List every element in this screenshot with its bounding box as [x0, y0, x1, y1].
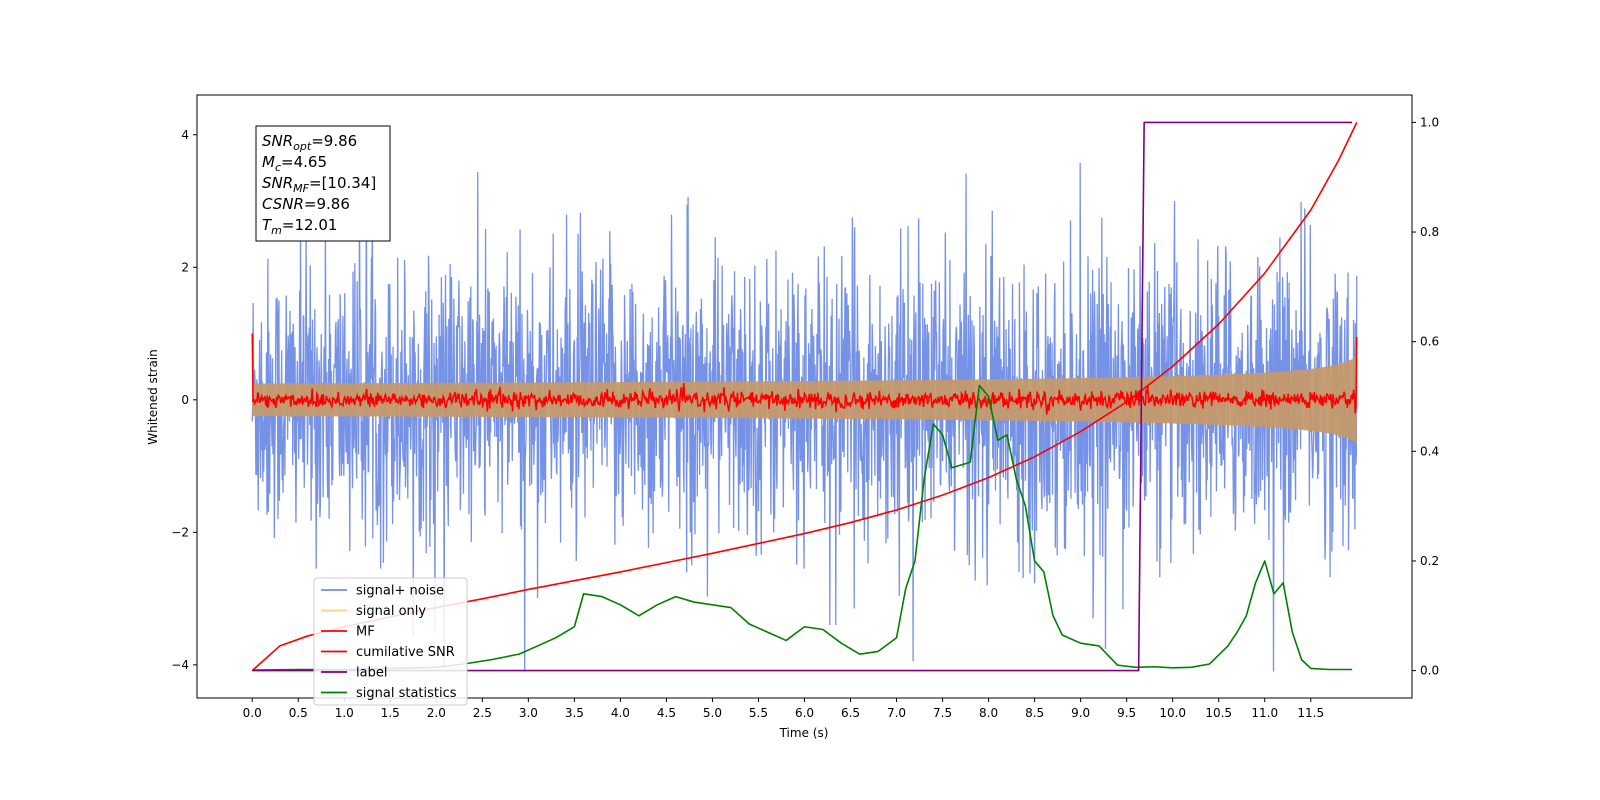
x-tick-label: 6.0: [795, 706, 814, 720]
x-tick-label: 11.0: [1251, 706, 1278, 720]
x-tick-label: 8.5: [1025, 706, 1044, 720]
y-axis-right: 0.0 0.2 0.4 0.6 0.8 1.0: [1412, 115, 1439, 678]
x-tick-label: 2.0: [427, 706, 446, 720]
x-tick-label: 10.5: [1205, 706, 1232, 720]
x-axis: 0.0 0.5 1.0 1.5 2.0 2.5 3.0 3.5 4.0 4.5 5.0 5.5 6.0 6…: [243, 698, 1324, 720]
annotation-line: Tm=12.01: [262, 216, 337, 237]
y-right-tick-label: 0.6: [1420, 335, 1439, 349]
y-left-tick-label: −2: [171, 525, 189, 539]
series-mf: [251, 333, 1358, 415]
y-right-tick-label: 1.0: [1420, 115, 1439, 129]
y-right-tick-label: 0.2: [1420, 554, 1439, 568]
annotation-frame: [255, 125, 391, 242]
x-tick-label: 3.0: [519, 706, 538, 720]
x-tick-label: 11.5: [1297, 706, 1324, 720]
legend-frame: [313, 577, 468, 706]
x-tick-label: 1.5: [381, 706, 400, 720]
y-right-tick-label: 0.0: [1420, 664, 1439, 678]
x-tick-label: 4.5: [657, 706, 676, 720]
series-signal-statistics: [252, 384, 1353, 671]
x-tick-label: 5.0: [703, 706, 722, 720]
y-right-tick-label: 0.4: [1420, 444, 1439, 458]
x-tick-label: 4.0: [611, 706, 630, 720]
y-left-tick-label: 0: [181, 393, 189, 407]
annotation-line: SNRMF=[10.34]: [262, 174, 376, 195]
legend-label: label: [356, 666, 387, 681]
legend-label: signal statistics: [356, 686, 457, 701]
y-left-tick-label: 4: [181, 128, 189, 142]
y-left-tick-label: 2: [181, 260, 189, 274]
x-tick-label: 3.5: [565, 706, 584, 720]
legend-label: signal only: [356, 604, 426, 619]
x-tick-label: 0.5: [289, 706, 308, 720]
series-label: [252, 121, 1353, 672]
legend-label: signal+ noise: [356, 584, 444, 599]
x-tick-label: 9.0: [1071, 706, 1090, 720]
x-tick-label: 7.5: [933, 706, 952, 720]
x-tick-label: 0.0: [243, 706, 262, 720]
annotation-box: SNRopt=9.86Mc=4.65SNRMF=[10.34]CSNR=9.86…: [255, 125, 391, 242]
x-tick-label: 6.5: [841, 706, 860, 720]
annotation-line: CSNR=9.86: [262, 195, 350, 213]
legend-label: MF: [356, 625, 375, 640]
y-right-tick-label: 0.8: [1420, 225, 1439, 239]
y-left-tick-label: −4: [171, 658, 189, 672]
x-tick-label: 1.0: [335, 706, 354, 720]
x-tick-label: 5.5: [749, 706, 768, 720]
annotation-line: Mc=4.65: [262, 153, 327, 174]
x-tick-label: 2.5: [473, 706, 492, 720]
x-tick-label: 7.0: [887, 706, 906, 720]
y-axis-left: −4 −2 0 2 4: [171, 128, 197, 672]
x-tick-label: 8.0: [979, 706, 998, 720]
legend-label: cumilative SNR: [356, 645, 455, 660]
legend: signal+ noise signal only MF cumilative SNR…: [313, 577, 468, 706]
y-axis-left-label: Whitened strain: [146, 349, 160, 445]
x-tick-label: 10.0: [1159, 706, 1186, 720]
x-tick-label: 9.5: [1117, 706, 1136, 720]
annotation-line: SNRopt=9.86: [262, 132, 357, 153]
x-axis-label: Time (s): [779, 726, 829, 740]
